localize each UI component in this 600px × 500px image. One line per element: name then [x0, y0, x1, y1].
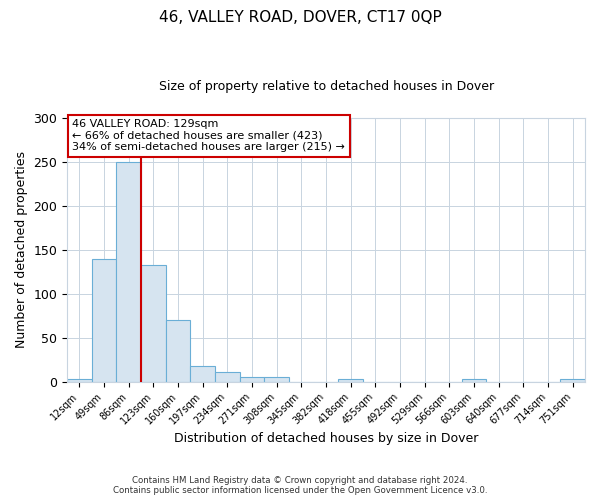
Bar — [166, 320, 190, 382]
Bar — [240, 378, 265, 382]
X-axis label: Distribution of detached houses by size in Dover: Distribution of detached houses by size … — [174, 432, 478, 445]
Bar — [265, 378, 289, 382]
Bar — [116, 162, 141, 382]
Text: 46, VALLEY ROAD, DOVER, CT17 0QP: 46, VALLEY ROAD, DOVER, CT17 0QP — [158, 10, 442, 25]
Title: Size of property relative to detached houses in Dover: Size of property relative to detached ho… — [158, 80, 494, 93]
Bar — [190, 366, 215, 382]
Text: Contains HM Land Registry data © Crown copyright and database right 2024.
Contai: Contains HM Land Registry data © Crown c… — [113, 476, 487, 495]
Bar — [141, 265, 166, 382]
Bar — [67, 379, 92, 382]
Bar — [560, 379, 585, 382]
Y-axis label: Number of detached properties: Number of detached properties — [15, 152, 28, 348]
Bar — [92, 258, 116, 382]
Text: 46 VALLEY ROAD: 129sqm
← 66% of detached houses are smaller (423)
34% of semi-de: 46 VALLEY ROAD: 129sqm ← 66% of detached… — [73, 119, 345, 152]
Bar — [462, 379, 487, 382]
Bar — [215, 372, 240, 382]
Bar — [338, 379, 363, 382]
